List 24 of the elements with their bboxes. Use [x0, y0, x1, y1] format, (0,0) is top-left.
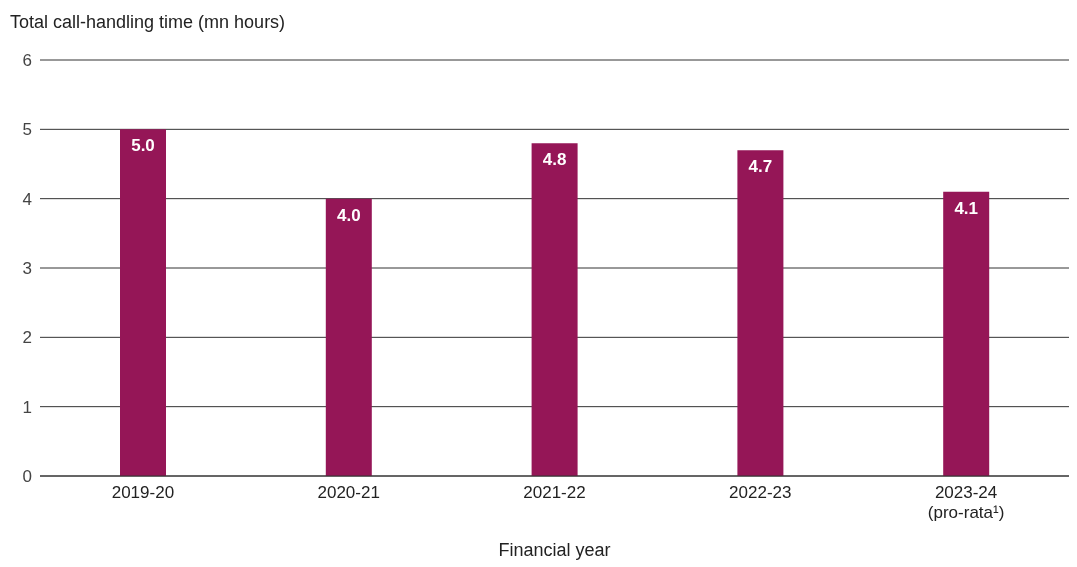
data-label: 4.8 [542, 150, 567, 170]
bar [120, 129, 166, 476]
x-tick-label: 2023-24 (pro-rata¹) [927, 483, 1005, 522]
x-axis-title: Financial year [497, 540, 612, 561]
bar [531, 143, 578, 476]
y-tick-label: 0 [22, 467, 32, 487]
x-tick-label: 2020-21 [317, 483, 380, 502]
y-tick-label: 2 [22, 328, 32, 348]
x-tick-label: 2022-23 [729, 483, 792, 502]
y-tick-label: 3 [22, 259, 32, 279]
y-tick-label: 4 [22, 189, 32, 209]
y-tick-label: 5 [22, 120, 32, 140]
y-axis-title: Total call-handling time (mn hours) [10, 12, 286, 33]
data-label: 4.0 [336, 205, 361, 225]
data-label: 5.0 [131, 136, 155, 156]
x-tick-label: 2019-20 [111, 483, 175, 502]
bar [943, 191, 990, 476]
data-label: 4.7 [748, 157, 773, 177]
data-label: 4.1 [954, 198, 979, 218]
y-tick-label: 1 [22, 397, 32, 417]
bar [737, 150, 784, 476]
x-tick-label: 2021-22 [523, 483, 586, 502]
y-tick-label: 6 [22, 51, 32, 71]
bar [325, 198, 372, 476]
